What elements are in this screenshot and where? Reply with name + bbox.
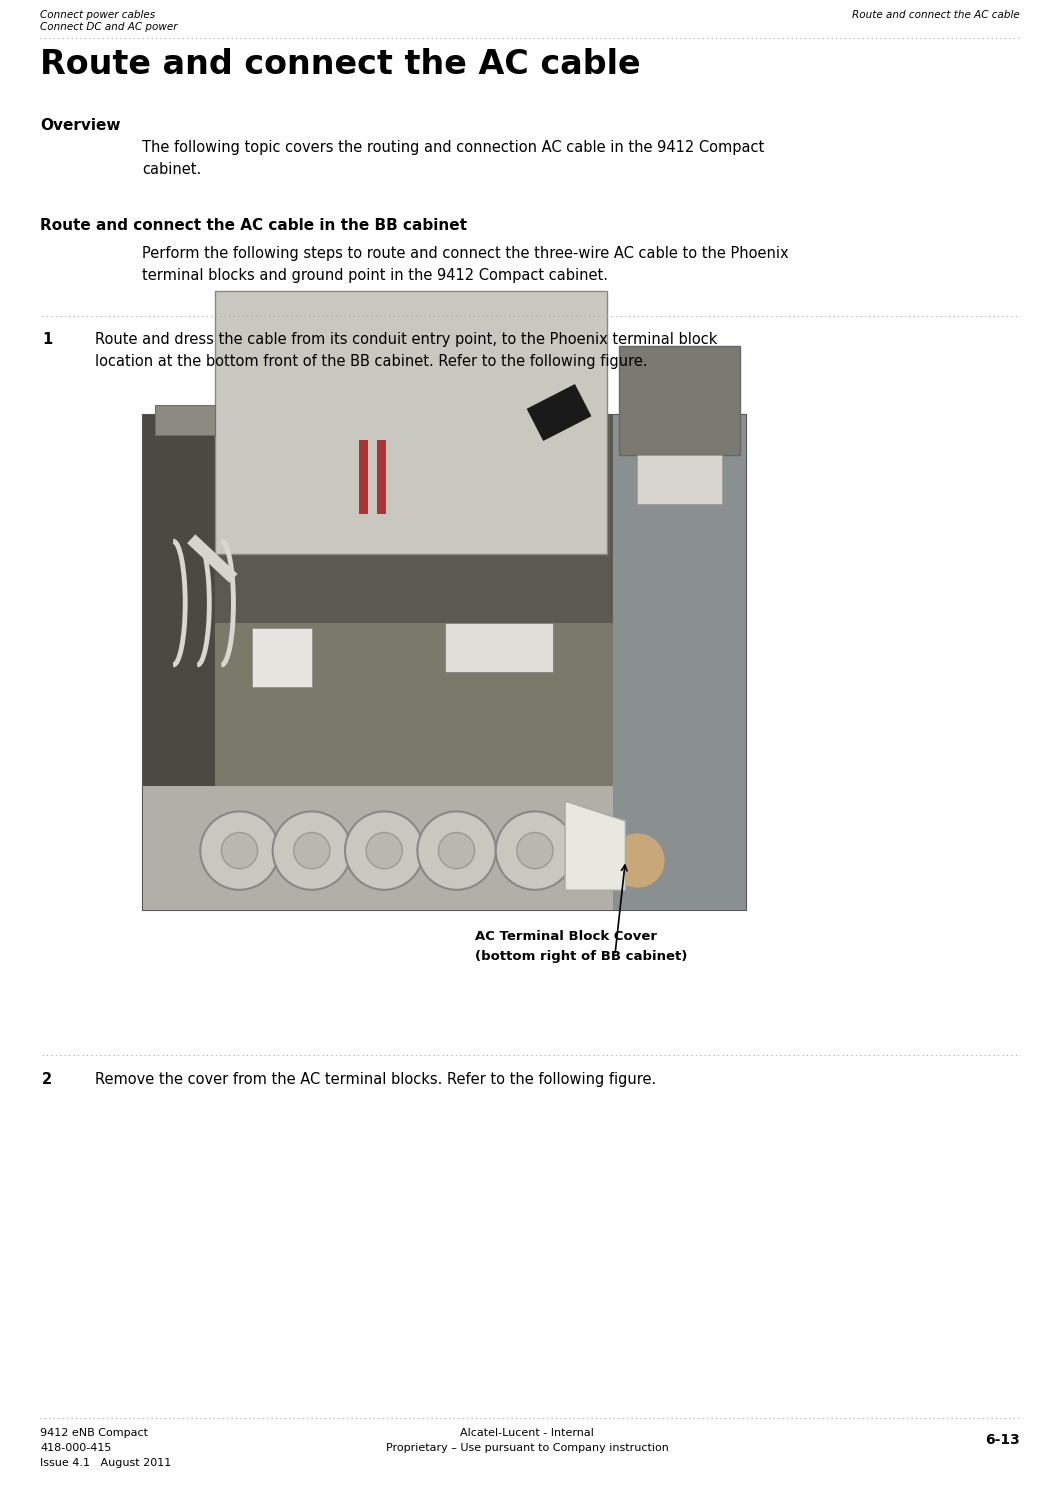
Circle shape — [293, 833, 330, 869]
Bar — [143, 787, 613, 910]
Bar — [444, 623, 553, 672]
Text: Route and dress the cable from its conduit entry point, to the Phoenix terminal : Route and dress the cable from its condu… — [95, 332, 717, 368]
Bar — [155, 405, 215, 435]
Circle shape — [439, 833, 475, 869]
Text: Perform the following steps to route and connect the three-wire AC cable to the : Perform the following steps to route and… — [142, 246, 789, 283]
Circle shape — [366, 833, 402, 869]
Text: 1: 1 — [42, 332, 53, 347]
Text: Route and connect the AC cable: Route and connect the AC cable — [40, 48, 640, 80]
Bar — [143, 416, 746, 623]
Bar — [215, 291, 608, 554]
Text: Connect DC and AC power: Connect DC and AC power — [40, 22, 177, 31]
Bar — [251, 627, 312, 687]
Text: Remove the cover from the AC terminal blocks. Refer to the following figure.: Remove the cover from the AC terminal bl… — [95, 1071, 656, 1088]
Bar — [155, 405, 215, 435]
Bar — [143, 416, 746, 910]
Text: Route and connect the AC cable: Route and connect the AC cable — [852, 10, 1020, 19]
Text: Route and connect the AC cable in the BB cabinet: Route and connect the AC cable in the BB… — [40, 218, 467, 232]
Circle shape — [200, 812, 279, 890]
Text: Proprietary – Use pursuant to Company instruction: Proprietary – Use pursuant to Company in… — [385, 1442, 669, 1453]
Text: Issue 4.1   August 2011: Issue 4.1 August 2011 — [40, 1459, 171, 1468]
Text: (bottom right of BB cabinet): (bottom right of BB cabinet) — [475, 951, 687, 963]
Bar — [613, 416, 746, 910]
Circle shape — [611, 833, 665, 888]
Text: Alcatel-Lucent - Internal: Alcatel-Lucent - Internal — [460, 1427, 594, 1438]
Text: 9412 eNB Compact: 9412 eNB Compact — [40, 1427, 148, 1438]
Polygon shape — [565, 802, 626, 890]
Text: The following topic covers the routing and connection AC cable in the 9412 Compa: The following topic covers the routing a… — [142, 140, 764, 177]
Bar — [637, 454, 722, 504]
Bar — [143, 416, 215, 910]
FancyArrow shape — [526, 384, 592, 441]
Circle shape — [418, 812, 496, 890]
Text: 2: 2 — [42, 1071, 52, 1088]
Text: 418-000-415: 418-000-415 — [40, 1442, 112, 1453]
Text: Connect power cables: Connect power cables — [40, 10, 155, 19]
Circle shape — [517, 833, 553, 869]
Text: 6-13: 6-13 — [985, 1433, 1020, 1447]
Bar — [619, 346, 740, 454]
Text: AC Terminal Block Cover: AC Terminal Block Cover — [475, 930, 656, 943]
Bar — [155, 405, 215, 435]
FancyArrow shape — [359, 440, 367, 514]
Text: Overview: Overview — [40, 118, 120, 133]
FancyArrow shape — [377, 440, 386, 514]
FancyArrow shape — [187, 535, 237, 583]
Circle shape — [496, 812, 574, 890]
Circle shape — [222, 833, 257, 869]
Circle shape — [345, 812, 423, 890]
Circle shape — [272, 812, 351, 890]
